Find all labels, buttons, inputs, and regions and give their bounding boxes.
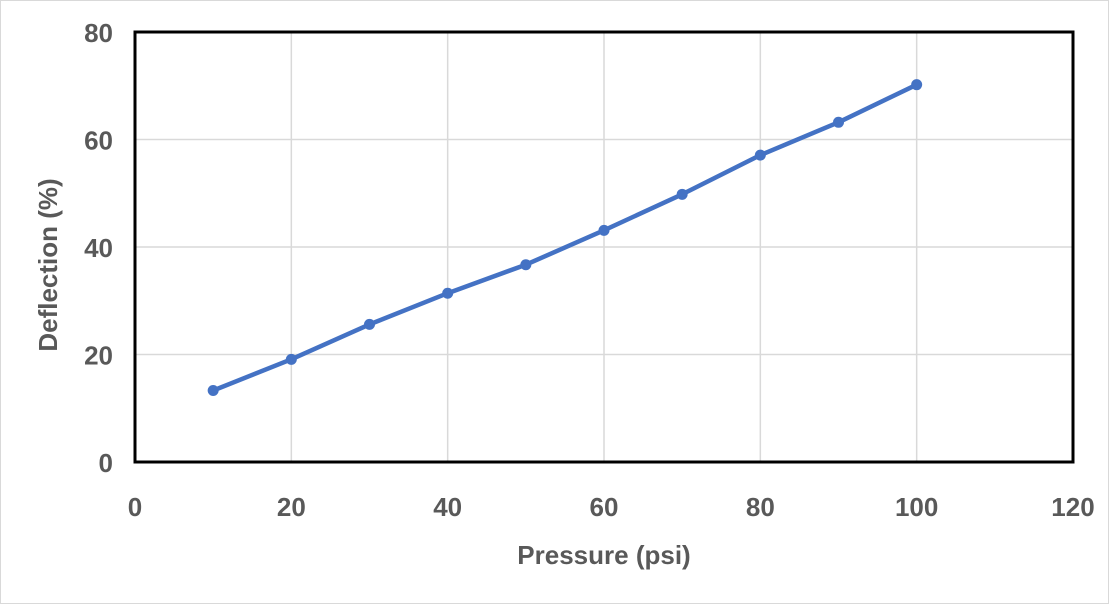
x-tick-label: 100 xyxy=(895,492,938,522)
x-tick-label: 60 xyxy=(590,492,619,522)
data-point xyxy=(676,188,688,200)
data-point xyxy=(911,79,923,91)
x-tick-label: 120 xyxy=(1051,492,1094,522)
gridlines xyxy=(135,32,1073,462)
x-tick-label: 80 xyxy=(746,492,775,522)
data-point xyxy=(285,353,297,365)
y-tick-label: 40 xyxy=(84,233,113,263)
y-tick-label: 60 xyxy=(84,126,113,156)
y-axis-ticks: 0 20 40 60 80 xyxy=(84,18,113,478)
y-tick-label: 0 xyxy=(99,448,113,478)
x-tick-label: 20 xyxy=(277,492,306,522)
data-point xyxy=(598,224,610,236)
data-point xyxy=(364,318,375,330)
y-axis-title: Deflection (%) xyxy=(33,178,63,351)
data-point xyxy=(442,287,454,299)
x-axis-title: Pressure (psi) xyxy=(517,540,690,570)
series-line xyxy=(210,82,919,393)
data-point xyxy=(207,385,219,397)
data-point xyxy=(520,259,532,271)
data-point xyxy=(833,116,844,128)
x-tick-label: 0 xyxy=(128,492,142,522)
series-layer xyxy=(207,79,923,397)
data-point xyxy=(754,149,766,161)
plot-area-border xyxy=(133,30,1075,464)
x-axis-ticks: 0 20 40 60 80 100 120 xyxy=(128,492,1095,522)
y-tick-label: 80 xyxy=(84,18,113,48)
y-tick-label: 20 xyxy=(84,341,113,371)
x-tick-label: 40 xyxy=(433,492,462,522)
